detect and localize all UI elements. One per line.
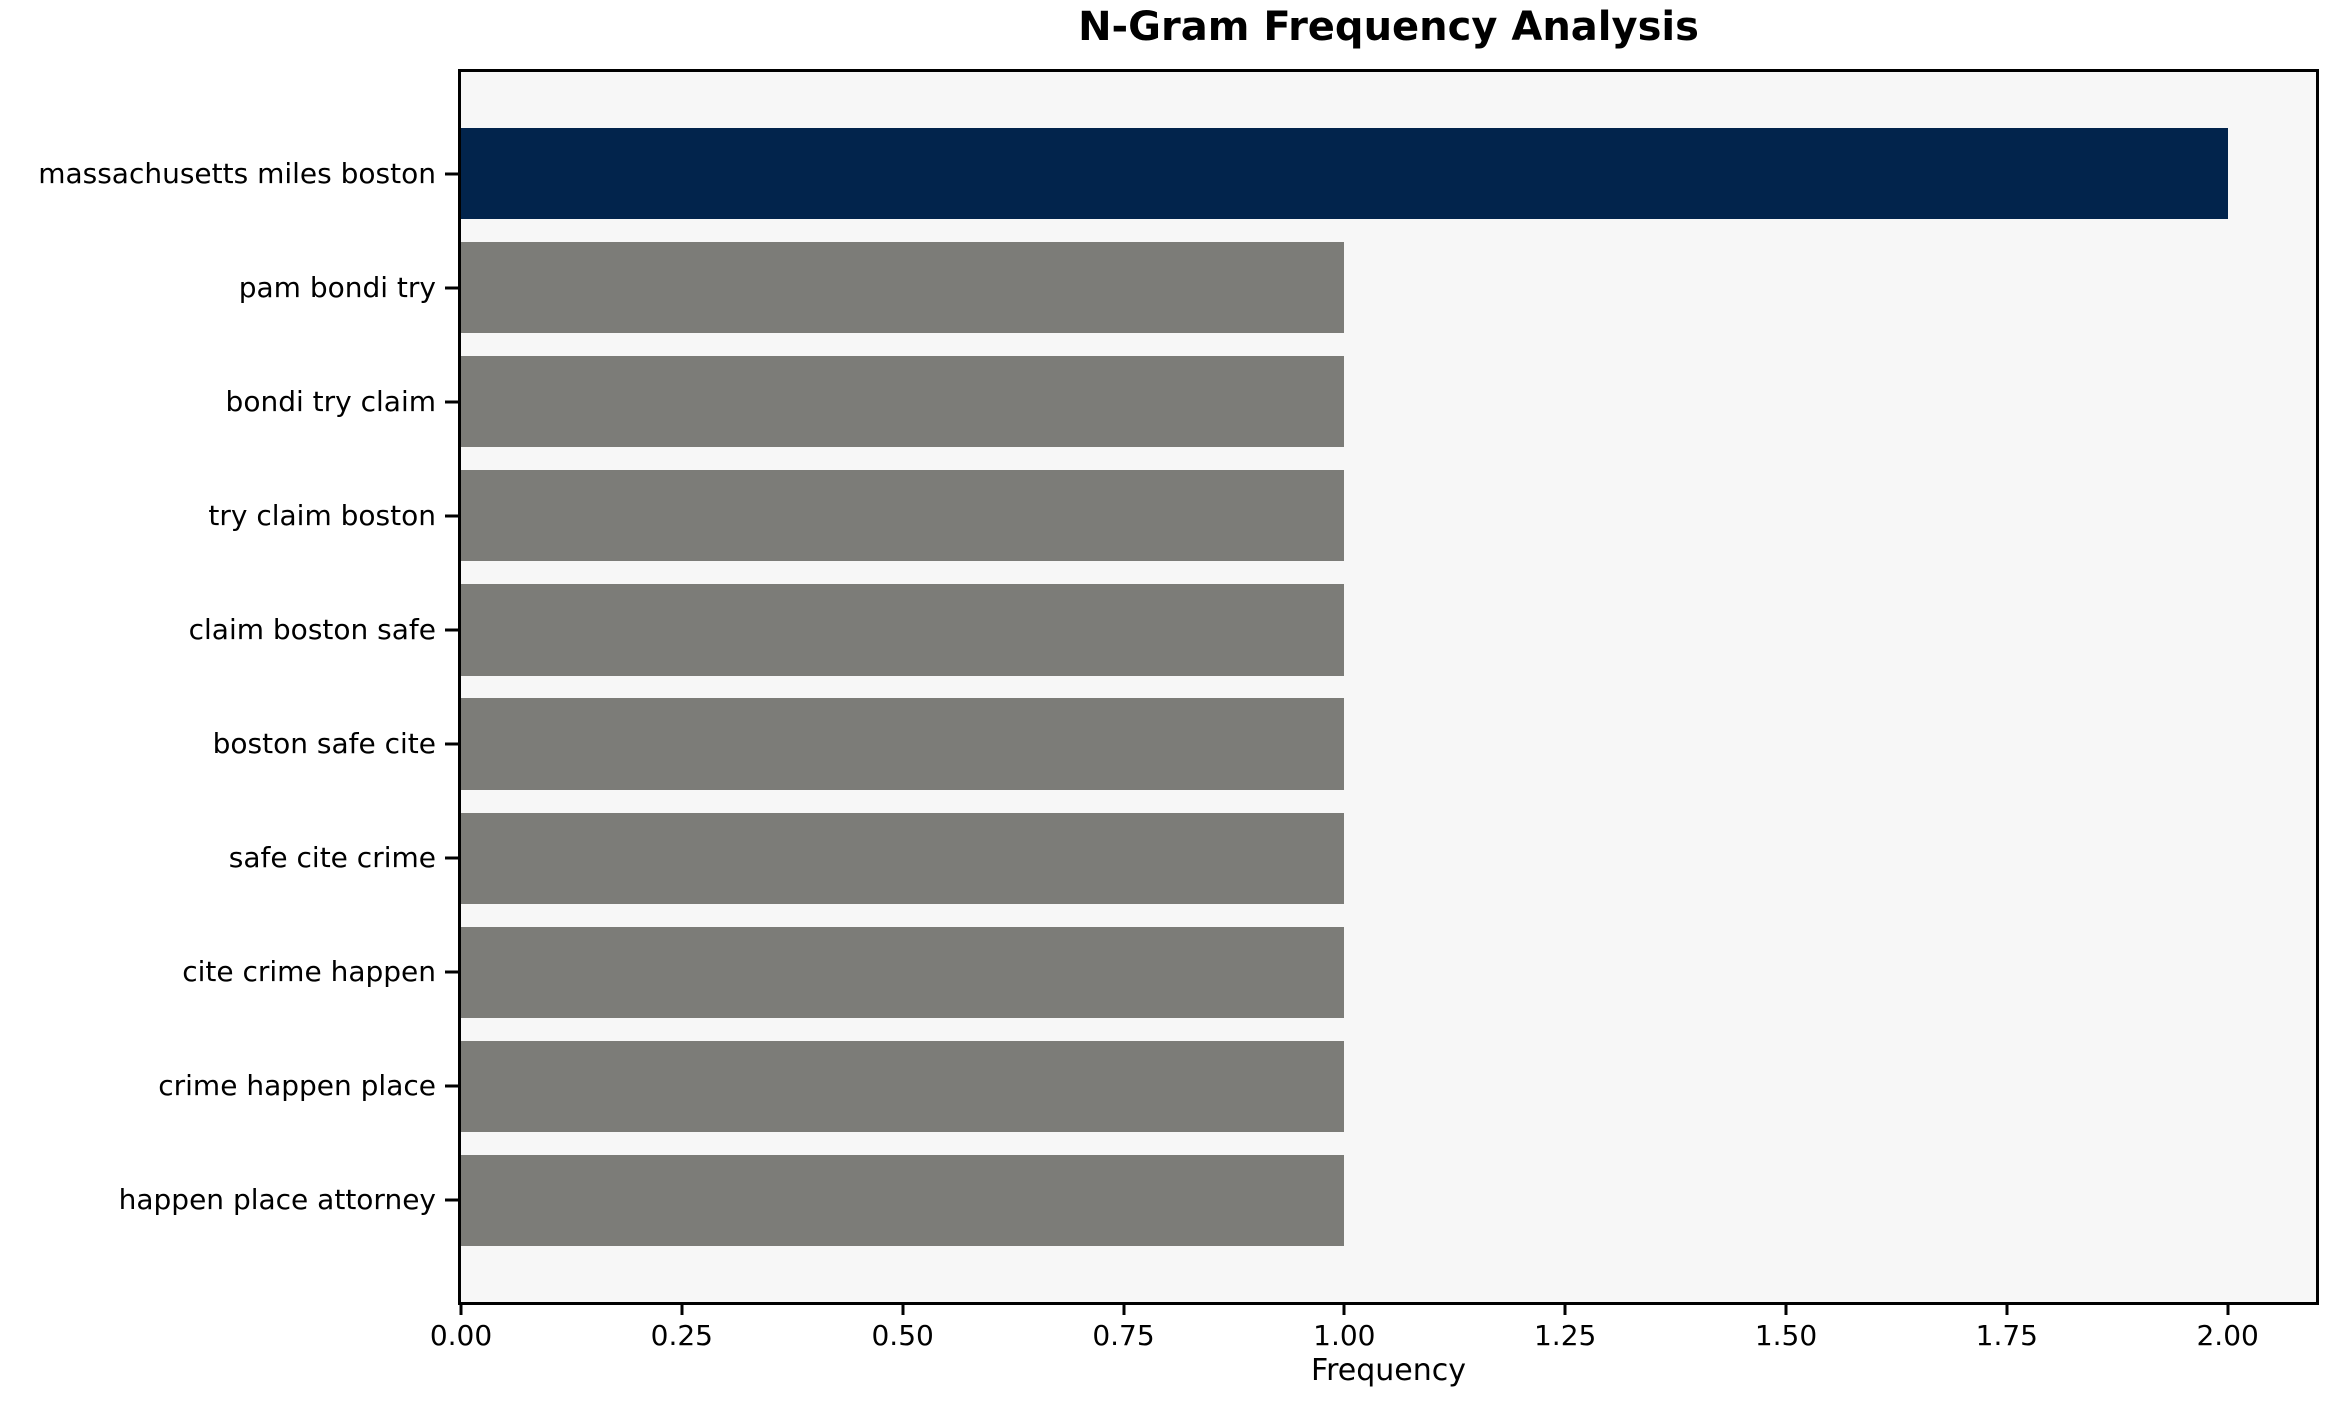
bar [461, 242, 1345, 334]
x-tick-label: 1.75 [1975, 1319, 2038, 1352]
y-tick-mark [445, 172, 458, 176]
x-tick-mark [459, 1302, 463, 1315]
y-tick-mark [445, 286, 458, 290]
y-tick-mark [445, 514, 458, 518]
x-tick-label: 1.50 [1754, 1319, 1818, 1352]
y-tick-label: bondi try claim [225, 384, 436, 418]
y-tick-mark [445, 742, 458, 746]
y-tick-mark [445, 856, 458, 860]
y-tick-label: cite crime happen [182, 955, 436, 989]
bar [461, 470, 1345, 562]
y-tick-label: crime happen place [158, 1069, 436, 1103]
x-tick-mark [901, 1302, 905, 1315]
x-tick-mark [1342, 1302, 1346, 1315]
bar [461, 1154, 1345, 1247]
x-tick-label: 0.25 [650, 1319, 713, 1352]
x-axis-label: Frequency [1311, 1353, 1466, 1388]
y-tick-mark [445, 400, 458, 404]
x-tick-mark [680, 1302, 684, 1315]
x-tick-mark [2226, 1302, 2230, 1315]
y-tick-label: claim boston safe [188, 612, 436, 646]
y-tick-label: happen place attorney [118, 1183, 436, 1217]
y-tick-mark [445, 970, 458, 974]
y-tick-label: pam bondi try [238, 270, 436, 304]
x-tick-mark [2005, 1302, 2009, 1315]
y-tick-mark [445, 628, 458, 632]
bar [461, 812, 1345, 904]
x-tick-label: 0.75 [1092, 1319, 1155, 1352]
plot-area: massachusetts miles boston pam bondi try b… [38, 69, 2319, 1350]
y-tick-label: boston safe cite [212, 727, 436, 761]
x-tick-label: 2.00 [2196, 1319, 2259, 1352]
y-tick-label: massachusetts miles boston [38, 156, 436, 190]
bar [461, 127, 2228, 220]
chart-title: N-Gram Frequency Analysis [1078, 4, 1699, 50]
x-tick-label: 1.00 [1313, 1319, 1376, 1352]
x-tick-label: 0.50 [871, 1319, 934, 1352]
y-tick-mark [445, 1198, 458, 1202]
bar [461, 584, 1345, 676]
y-tick-label: try claim boston [208, 498, 436, 532]
x-tick-mark [1784, 1302, 1788, 1315]
x-tick-mark [1563, 1302, 1567, 1315]
bar [461, 356, 1345, 448]
bar [461, 698, 1345, 790]
bar [461, 926, 1345, 1018]
y-tick-label: safe cite crime [228, 841, 436, 875]
x-tick-label: 0.00 [429, 1319, 493, 1352]
y-tick-mark [445, 1084, 458, 1088]
bar [461, 1040, 1345, 1132]
x-tick-mark [1122, 1302, 1125, 1315]
x-tick-label: 1.25 [1533, 1319, 1597, 1352]
